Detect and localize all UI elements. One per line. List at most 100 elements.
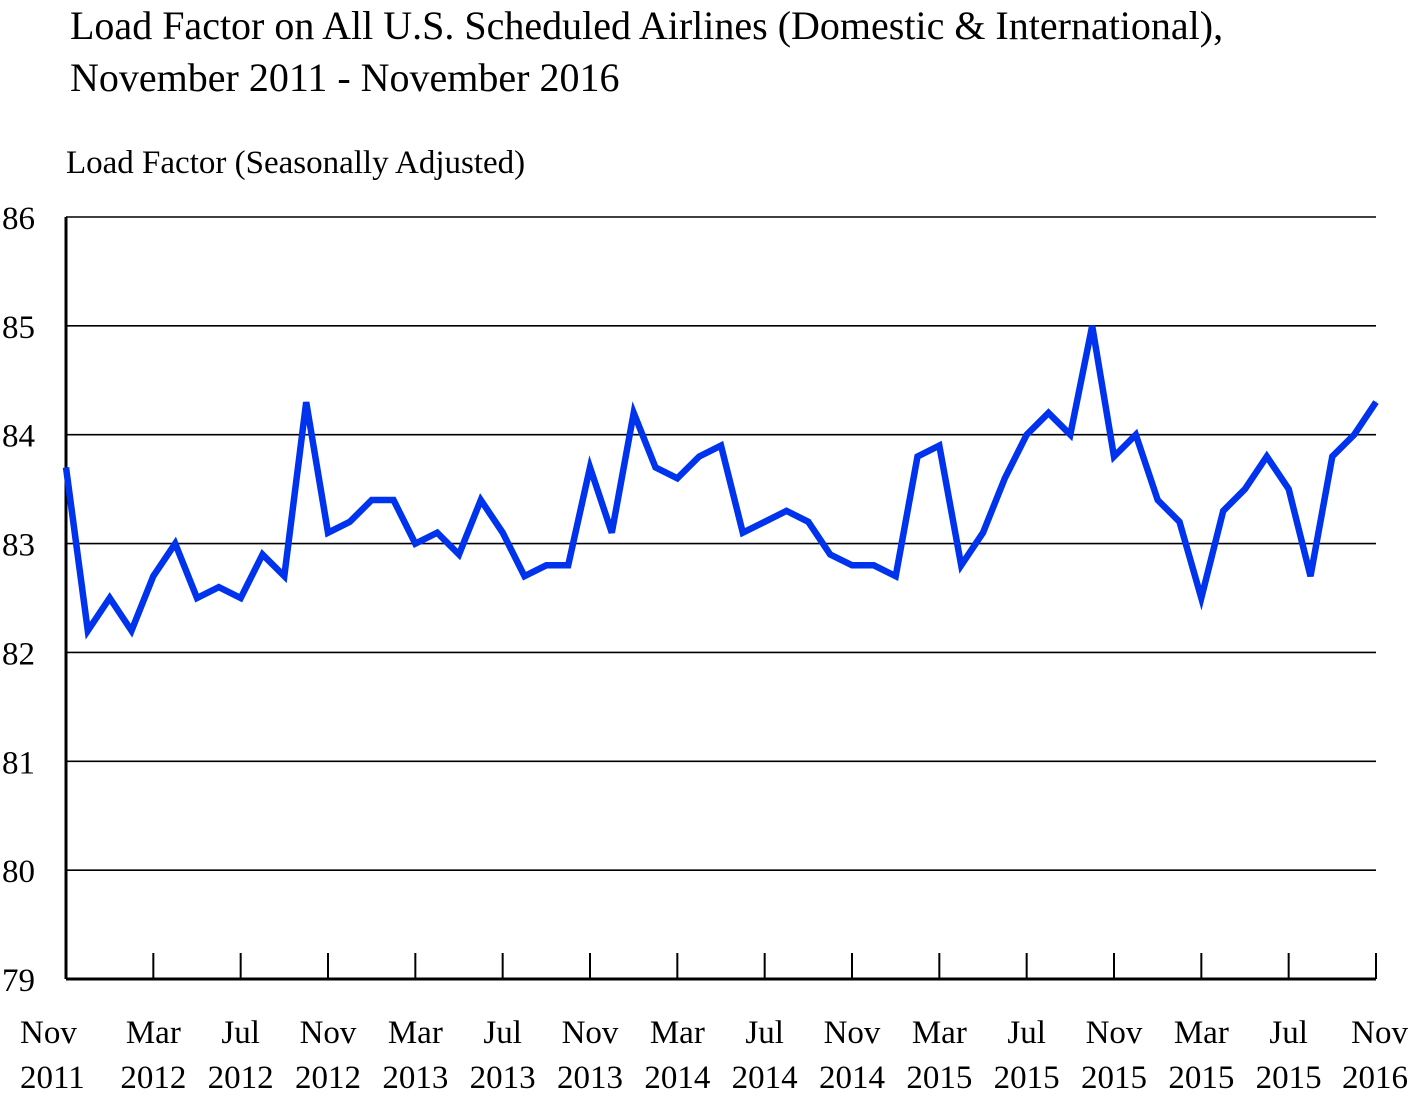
x-tick-month: Jul	[1007, 1015, 1046, 1051]
data-point	[283, 575, 285, 577]
data-point	[349, 521, 351, 523]
data-point	[1200, 597, 1202, 599]
data-point	[1026, 434, 1028, 436]
data-point	[109, 597, 111, 599]
y-tick-label: 83	[2, 528, 35, 564]
data-point	[174, 543, 176, 545]
data-point	[1310, 575, 1311, 577]
x-tick-month: Nov	[1351, 1015, 1408, 1051]
data-point	[786, 510, 787, 512]
data-point	[655, 466, 656, 468]
x-tick-month: Jul	[221, 1015, 260, 1051]
series-line-0	[62, 325, 1379, 640]
data-point	[829, 553, 831, 555]
y-tick-label: 85	[2, 310, 35, 346]
y-axis-label: Load Factor (Seasonally Adjusted)	[66, 145, 526, 181]
data-point	[676, 477, 678, 479]
data-point	[1244, 488, 1246, 490]
x-tick-month: Nov	[1086, 1015, 1143, 1051]
data-point	[1048, 412, 1049, 414]
data-point	[742, 532, 744, 534]
x-tick-month: Mar	[912, 1015, 967, 1051]
data-point	[65, 466, 67, 468]
data-point	[917, 455, 918, 457]
data-point	[1222, 510, 1224, 512]
chart-title-line-2: November 2011 - November 2016	[70, 55, 620, 100]
data-point	[152, 575, 154, 577]
data-point	[458, 553, 460, 555]
x-tick-year: 2012	[120, 1060, 186, 1096]
y-axis-ticks: 79 80 81 82 83 84 85 86	[2, 201, 35, 999]
gridlines	[66, 216, 1376, 871]
series-group	[62, 325, 1379, 640]
x-tick-year: 2012	[208, 1060, 274, 1096]
data-point	[502, 532, 504, 534]
data-point	[436, 532, 438, 534]
data-point	[1157, 499, 1159, 501]
data-point	[851, 564, 853, 566]
data-point	[589, 466, 591, 468]
y-tick-label: 86	[2, 201, 35, 237]
data-point	[764, 521, 766, 523]
x-tick-year: 2014	[819, 1060, 885, 1096]
x-tick-month: Jul	[1269, 1015, 1308, 1051]
x-tick-month: Mar	[388, 1015, 443, 1051]
data-point	[633, 412, 635, 414]
y-tick-label: 79	[2, 963, 35, 999]
x-tick-year: 2014	[644, 1060, 710, 1096]
data-point	[1179, 521, 1180, 523]
x-tick-month: Mar	[126, 1015, 181, 1051]
x-tick-month: Nov	[300, 1015, 357, 1051]
data-point	[414, 543, 416, 545]
data-point	[1091, 325, 1093, 327]
data-point	[371, 499, 373, 501]
data-point	[262, 553, 263, 555]
data-point	[393, 499, 394, 501]
x-tick-month: Jul	[745, 1015, 784, 1051]
chart-title-line-1: Load Factor on All U.S. Scheduled Airlin…	[70, 3, 1224, 48]
x-tick-month: Nov	[20, 1015, 77, 1051]
y-tick-label: 81	[2, 745, 35, 781]
data-point	[1266, 455, 1268, 457]
x-tick-year: 2014	[732, 1060, 798, 1096]
data-point	[720, 445, 722, 447]
data-point	[524, 575, 525, 577]
data-point	[1353, 434, 1355, 436]
y-tick-label: 80	[2, 854, 35, 890]
data-point	[1288, 488, 1290, 490]
data-point	[240, 597, 242, 599]
x-tick-year: 2016	[1342, 1060, 1408, 1096]
data-point	[1135, 434, 1137, 436]
x-tick-month: Jul	[483, 1015, 522, 1051]
data-point	[131, 630, 132, 632]
x-tick-year: 2012	[295, 1060, 361, 1096]
x-tick-month: Mar	[650, 1015, 705, 1051]
x-tick-year: 2011	[20, 1060, 85, 1096]
data-point	[807, 521, 809, 523]
x-tick-month: Nov	[562, 1015, 619, 1051]
data-point	[1004, 477, 1006, 479]
data-point	[1375, 401, 1377, 403]
data-point	[87, 630, 89, 632]
data-point	[1069, 434, 1071, 436]
data-point	[1331, 455, 1333, 457]
y-tick-label: 82	[2, 636, 35, 672]
x-tick-month: Mar	[1174, 1015, 1229, 1051]
data-point	[938, 445, 940, 447]
x-tick-year: 2015	[906, 1060, 972, 1096]
data-point	[480, 499, 482, 501]
data-point	[196, 597, 198, 599]
y-tick-label: 84	[2, 419, 35, 455]
x-tick-year: 2015	[1256, 1060, 1322, 1096]
data-point	[305, 401, 307, 403]
data-point	[567, 564, 569, 566]
data-point	[327, 532, 329, 534]
x-tick-year: 2013	[557, 1060, 623, 1096]
data-point	[611, 532, 613, 534]
data-point	[982, 532, 984, 534]
data-point	[1113, 455, 1115, 457]
x-tick-year: 2015	[1168, 1060, 1234, 1096]
x-tick-year: 2013	[470, 1060, 536, 1096]
x-tick-month: Nov	[824, 1015, 881, 1051]
